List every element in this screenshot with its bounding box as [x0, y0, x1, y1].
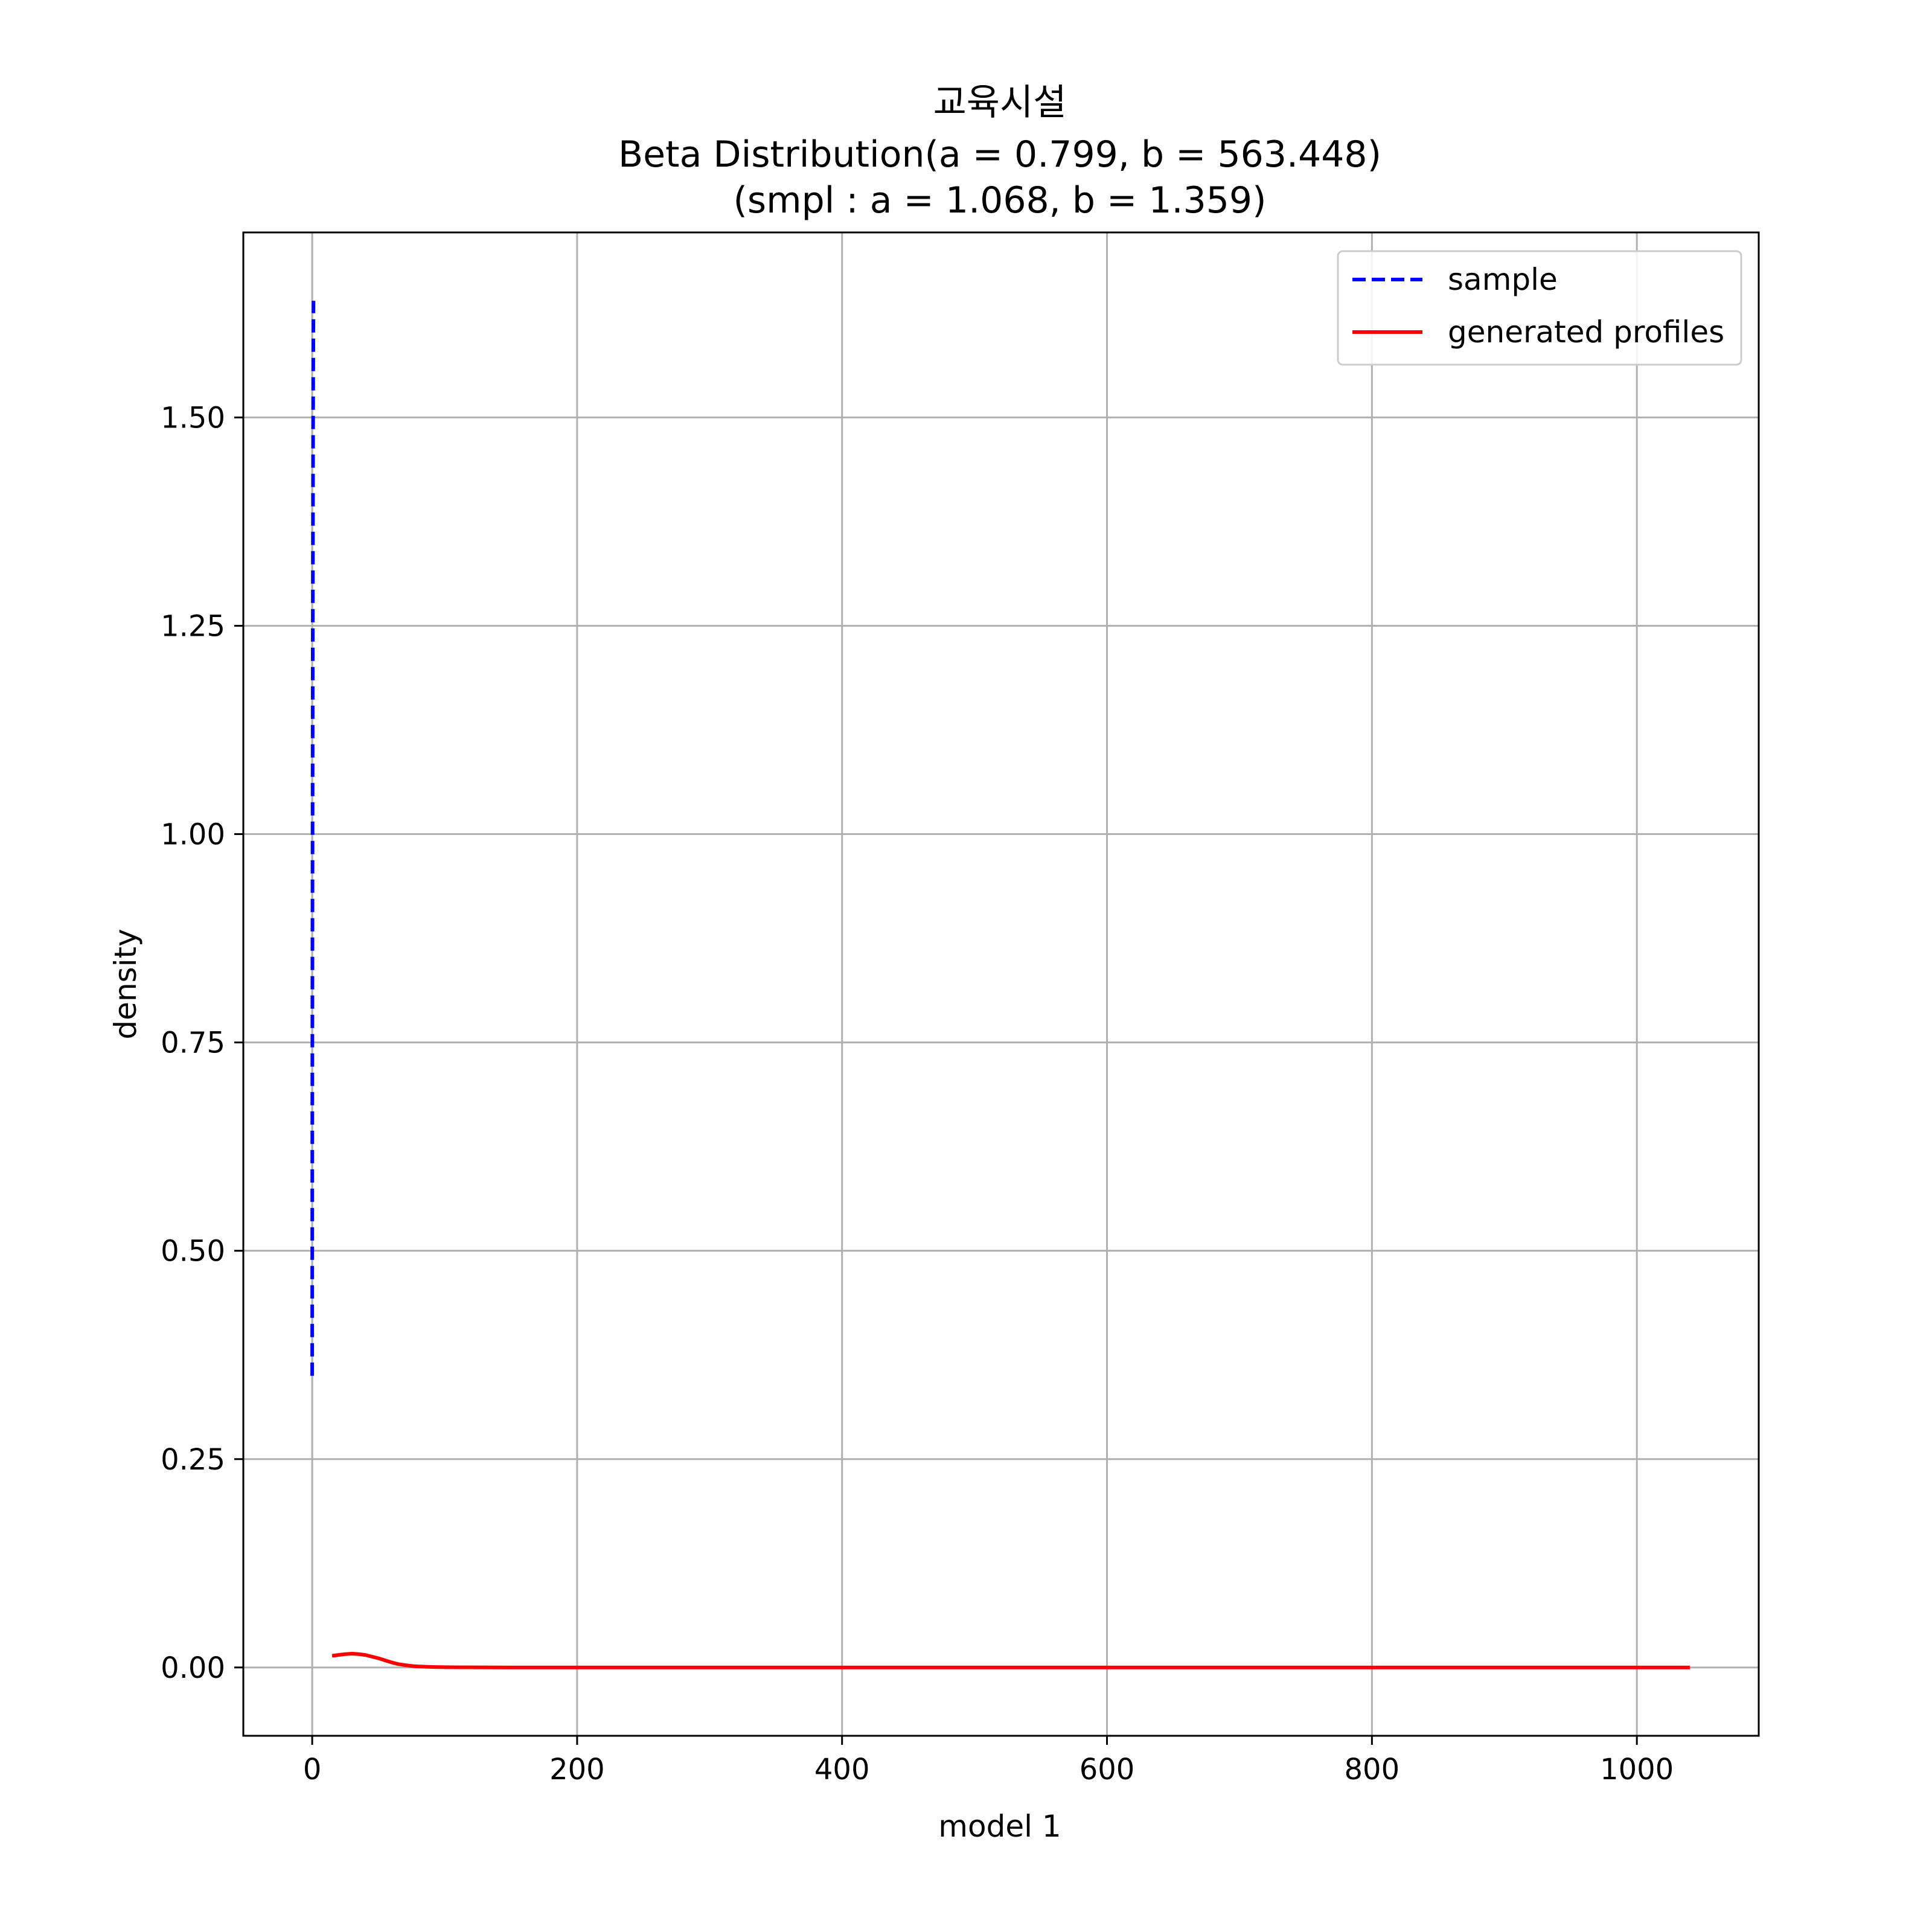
chart-subtitle-line-2: (smpl : a = 1.068, b = 1.359) — [733, 179, 1266, 222]
legend-box — [1337, 250, 1742, 366]
y-tick-label: 0.50 — [161, 1235, 225, 1268]
y-tick-label: 0.25 — [161, 1443, 225, 1477]
y-tick-label: 1.50 — [161, 401, 225, 435]
y-tick-label: 0.75 — [161, 1026, 225, 1060]
x-tick-label: 600 — [1080, 1753, 1135, 1786]
legend: sample generated profiles — [1337, 250, 1742, 366]
y-axis-label: density — [108, 929, 143, 1039]
x-tick-label: 1000 — [1600, 1753, 1674, 1786]
x-axis-ticks: 0 200 400 600 800 1000 — [303, 1736, 1674, 1786]
plot-series — [310, 301, 1690, 1669]
x-tick-label: 400 — [814, 1753, 870, 1786]
chart-title: 교육시설 — [933, 82, 1067, 124]
x-tick-label: 800 — [1345, 1753, 1400, 1786]
plot-frame — [242, 231, 1760, 1737]
legend-sample-label: sample — [1448, 262, 1558, 297]
legend-generated-label: generated profiles — [1448, 315, 1724, 350]
x-tick-label: 200 — [549, 1753, 605, 1786]
y-axis-ticks: 0.00 0.25 0.50 0.75 1.00 1.25 1.50 — [161, 401, 243, 1685]
x-tick-label: 0 — [303, 1753, 322, 1786]
generated-profiles-series-line — [331, 1652, 1690, 1669]
y-tick-label: 1.25 — [161, 609, 225, 643]
y-tick-label: 0.00 — [161, 1651, 225, 1685]
y-tick-label: 1.00 — [161, 818, 225, 852]
chart-subtitle-line-1: Beta Distribution(a = 0.799, b = 563.448… — [618, 133, 1381, 176]
grid — [243, 232, 1759, 1736]
x-axis-label: model 1 — [938, 1809, 1061, 1844]
